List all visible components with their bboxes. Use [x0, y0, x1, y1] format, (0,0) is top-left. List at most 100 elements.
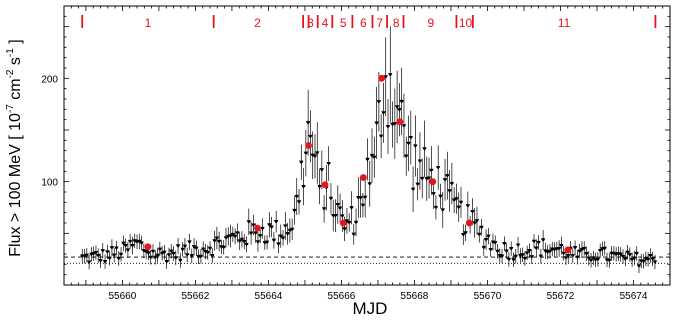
data-point [166, 253, 172, 258]
period-label-2: 2 [254, 16, 261, 30]
data-point [508, 247, 514, 251]
plot-frame [63, 5, 671, 286]
data-point [308, 134, 313, 139]
data-point [362, 195, 368, 200]
data-point [228, 234, 233, 239]
data-point [317, 184, 322, 189]
period-label-5: 5 [340, 16, 347, 30]
data-point [417, 159, 423, 164]
data-point [611, 251, 617, 256]
data-point [406, 141, 411, 146]
data-point [118, 252, 124, 257]
data-point [374, 121, 379, 126]
period-averages [144, 74, 572, 254]
data-point [157, 247, 163, 252]
data-point [493, 241, 498, 245]
data-point [472, 221, 477, 226]
x-axis-title: MJD [353, 299, 388, 318]
period-average-point [378, 74, 386, 82]
x-tick-label: 55666 [328, 291, 356, 302]
data-point [127, 239, 133, 244]
x-tick-label: 55660 [109, 291, 137, 302]
data-point [451, 198, 457, 203]
data-point [645, 257, 651, 262]
data-point [383, 75, 388, 80]
data-point [531, 239, 537, 244]
data-point [570, 253, 576, 258]
data-point [413, 144, 418, 149]
data-point [435, 166, 441, 170]
data-point [540, 238, 546, 243]
data-point [388, 73, 393, 77]
y-tick-label: 200 [41, 74, 58, 85]
data-point [130, 243, 135, 248]
data-point [278, 234, 283, 239]
data-point [276, 242, 281, 247]
data-point [522, 256, 528, 261]
period-label-4: 4 [322, 16, 329, 30]
data-point [312, 154, 318, 159]
data-point [159, 251, 165, 256]
data-point [242, 239, 247, 244]
data-point [433, 205, 439, 210]
data-point [93, 251, 99, 255]
data-point [221, 245, 226, 250]
period-average-point [564, 246, 572, 254]
period-average-point [305, 142, 312, 149]
data-point [111, 253, 117, 258]
data-point [648, 254, 653, 258]
data-point [287, 228, 293, 233]
data-point [333, 214, 338, 218]
data-point [410, 187, 416, 192]
period-label-11: 11 [558, 16, 571, 30]
period-label-7: 7 [376, 16, 383, 30]
data-point [194, 246, 199, 251]
data-point [305, 121, 311, 125]
data-point [422, 147, 427, 152]
axes: 55660 55662 55664 55666 55668 55670 55672 55674… [41, 5, 671, 302]
data-point [572, 246, 578, 250]
data-point [351, 232, 356, 237]
data-point [150, 249, 156, 254]
data-point [584, 252, 589, 256]
data-point [627, 253, 633, 257]
data-point [465, 204, 471, 208]
data-point [98, 259, 103, 263]
data-point [91, 252, 96, 256]
data-point [479, 225, 484, 230]
data-point [353, 220, 359, 225]
data-point [171, 251, 176, 256]
data-point [246, 220, 252, 225]
y-axis-title-mid: cm [7, 78, 24, 104]
data-point [200, 247, 206, 252]
data-point [162, 250, 167, 255]
data-point [347, 220, 352, 225]
data-point [289, 227, 295, 232]
data-point [251, 223, 256, 228]
data-point [303, 151, 309, 156]
data-point [470, 210, 475, 214]
data-point [292, 208, 297, 213]
data-point [285, 232, 290, 236]
data-point [237, 239, 242, 244]
period-label-1: 1 [145, 16, 152, 30]
data-point [376, 100, 382, 104]
data-point [349, 206, 354, 210]
data-point [137, 239, 142, 244]
period-average-point [396, 118, 404, 126]
y-axis-title-main: Flux > 100 MeV [ 10 [7, 113, 24, 257]
data-point [255, 240, 261, 245]
y-axis-title-end: s [7, 57, 24, 69]
data-point [365, 157, 370, 162]
data-point [429, 168, 434, 173]
data-point [597, 248, 603, 253]
data-point [283, 224, 288, 229]
data-point [175, 244, 181, 249]
data-point [105, 250, 110, 255]
data-point [456, 205, 461, 210]
data-point [447, 189, 452, 194]
x-tick-label: 55664 [255, 291, 283, 302]
data-point [547, 249, 553, 254]
data-point [392, 122, 398, 126]
data-point [328, 196, 334, 201]
